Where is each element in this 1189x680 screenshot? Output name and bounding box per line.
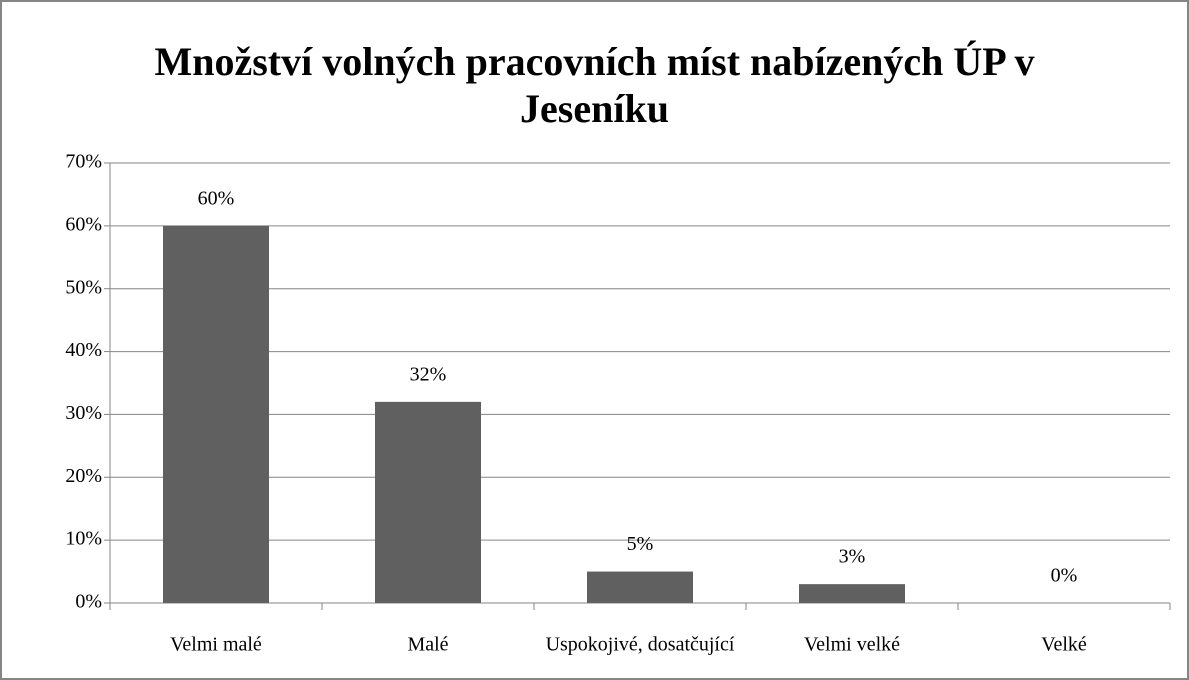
value-label: 0% <box>1051 565 1078 587</box>
x-tick-label: Velmi velké <box>804 634 900 656</box>
value-label: 5% <box>627 533 654 555</box>
y-tick-label: 20% <box>65 465 102 487</box>
title-box: Množství volných pracovních míst nabízen… <box>0 38 1189 132</box>
value-label: 60% <box>198 187 235 209</box>
bar <box>799 584 905 603</box>
x-tick-label: Uspokojivé, dosatčující <box>546 634 735 656</box>
bar <box>375 401 481 603</box>
value-label: 32% <box>410 363 447 385</box>
y-tick-label: 40% <box>65 339 102 361</box>
y-tick-label: 10% <box>65 528 102 550</box>
y-tick-label: 60% <box>65 213 102 235</box>
y-tick-label: 70% <box>65 151 102 173</box>
chart-title: Množství volných pracovních míst nabízen… <box>154 39 1035 131</box>
y-tick-label: 30% <box>65 402 102 424</box>
x-tick-label: Velké <box>1041 634 1087 656</box>
x-tick-label: Malé <box>407 634 448 656</box>
x-tick-label: Velmi malé <box>170 634 262 656</box>
bar <box>587 571 693 603</box>
bar <box>163 225 269 603</box>
y-tick-label: 0% <box>75 591 102 613</box>
value-label: 3% <box>839 546 866 568</box>
y-tick-label: 50% <box>65 276 102 298</box>
